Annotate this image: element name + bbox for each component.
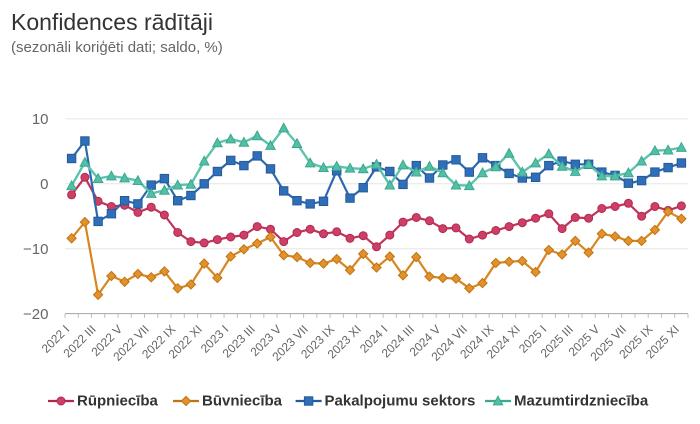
svg-text:−20: −20: [23, 306, 48, 323]
svg-text:Būvniecība: Būvniecība: [202, 393, 283, 410]
svg-text:Pakalpojumu sektors: Pakalpojumu sektors: [325, 393, 476, 410]
svg-text:10: 10: [32, 111, 49, 128]
svg-text:0: 0: [40, 176, 48, 193]
svg-text:Konfidences rādītāji: Konfidences rādītāji: [11, 9, 213, 35]
svg-text:−10: −10: [23, 241, 48, 258]
svg-text:Mazumtirdzniecība: Mazumtirdzniecība: [514, 393, 649, 410]
svg-text:Rūpniecība: Rūpniecība: [77, 393, 159, 410]
svg-text:(sezonāli koriģēti dati; saldo: (sezonāli koriģēti dati; saldo, %): [11, 39, 223, 56]
